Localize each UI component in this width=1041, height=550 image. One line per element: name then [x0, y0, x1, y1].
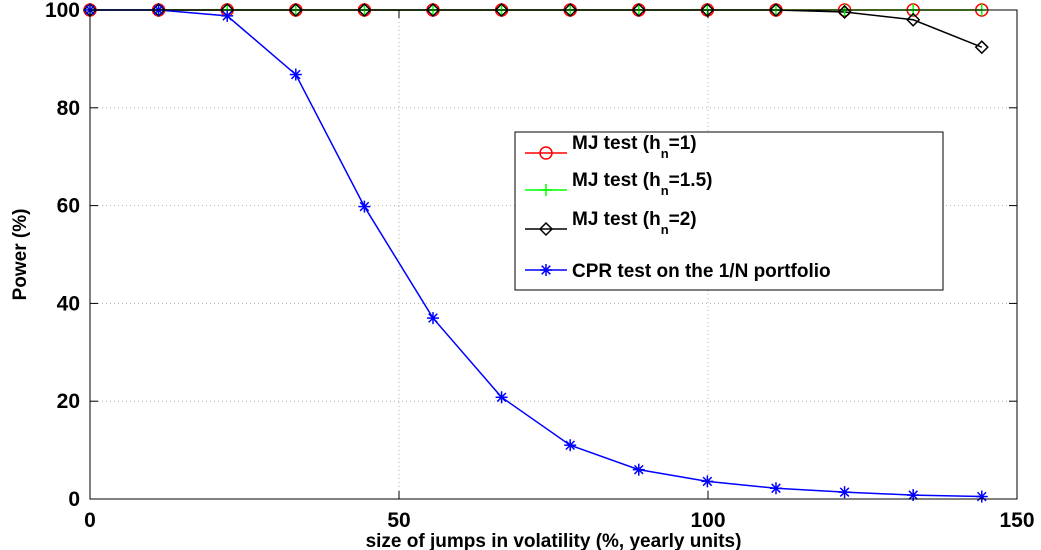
data-point-asterisk: [632, 463, 645, 476]
series-line-4: [90, 9, 982, 498]
y-tick-label: 60: [57, 195, 80, 218]
axis-ticks: [89, 9, 1018, 500]
x-tick-label: 150: [999, 509, 1034, 532]
data-point-diamond: [357, 2, 372, 18]
legend-label-2: MJ test (hn=1.5): [572, 170, 712, 198]
plot-frame: [89, 9, 1018, 500]
data-point-diamond: [631, 2, 646, 18]
data-point-diamond: [563, 2, 578, 18]
data-point-asterisk: [495, 391, 508, 404]
data-point-diamond: [906, 12, 921, 27]
legend-label-3: MJ test (hn=2): [572, 209, 697, 237]
series-markers-3: [82, 2, 989, 55]
y-tick-label: 40: [57, 292, 80, 315]
data-point-asterisk: [426, 312, 439, 325]
legend-label-1: MJ test (hn=1): [572, 133, 697, 161]
x-tick-label: 100: [690, 509, 725, 532]
tick-labels: 0 50 100 150 0 20 40 60 80 100: [45, 0, 1035, 532]
y-axis-label: Power (%): [10, 209, 31, 301]
data-point-asterisk: [540, 264, 552, 276]
legend-box: [514, 131, 944, 291]
data-point-asterisk: [289, 68, 302, 81]
x-tick-label: 0: [84, 509, 96, 532]
y-tick-label: 100: [45, 0, 80, 22]
data-point-asterisk: [564, 439, 577, 452]
data-point-diamond: [974, 40, 989, 55]
data-point-asterisk: [907, 489, 920, 502]
legend-label-4: CPR test on the 1/N portfolio: [572, 261, 831, 282]
data-point-circle: [539, 146, 553, 160]
data-point-asterisk: [701, 475, 714, 488]
legend: MJ test (hn=1) MJ test (hn=1.5) MJ test (h…: [514, 131, 944, 291]
data-point-plus: [540, 184, 552, 196]
data-point-asterisk: [838, 486, 851, 499]
data-point-diamond: [700, 2, 715, 18]
data-point-diamond: [494, 2, 509, 18]
x-axis-label: size of jumps in volatility (%, yearly u…: [366, 531, 742, 550]
data-point-diamond: [538, 221, 554, 237]
data-point-diamond: [288, 2, 303, 18]
data-point-diamond: [425, 2, 441, 18]
data-point-asterisk: [769, 482, 782, 495]
data-point-diamond: [768, 2, 784, 18]
data-point-asterisk: [358, 200, 371, 213]
data-point-asterisk: [975, 490, 988, 503]
y-tick-label: 0: [68, 488, 80, 511]
data-point-asterisk: [221, 9, 234, 22]
y-tick-label: 20: [57, 390, 80, 413]
x-tick-label: 50: [387, 509, 410, 532]
y-tick-label: 80: [57, 97, 80, 120]
